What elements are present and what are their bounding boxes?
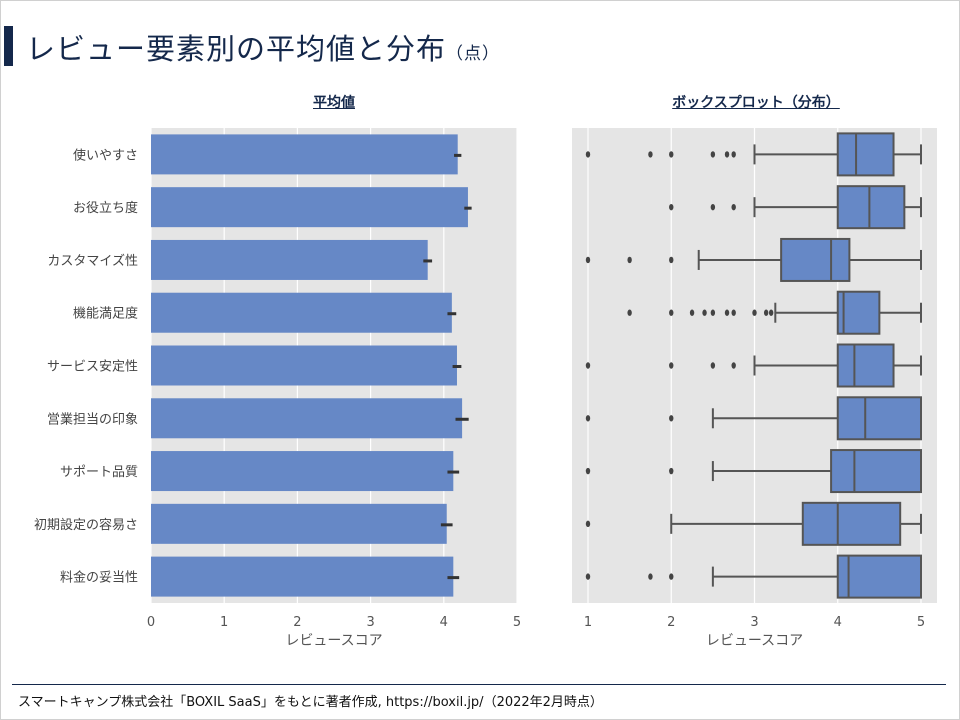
outlier-point [710, 309, 716, 316]
box-row-4 [627, 290, 922, 335]
outlier-point [669, 203, 674, 211]
bar [151, 451, 454, 492]
title-unit: （点） [446, 44, 501, 64]
outlier-point [669, 573, 674, 580]
bar-x-tick-label: 4 [440, 615, 448, 630]
outlier-point [724, 151, 730, 158]
title-text: レビュー要素別の平均値と分布 [26, 32, 447, 66]
box-row-9 [585, 554, 922, 599]
category-label: 営業担当の印象 [47, 411, 138, 427]
bar-chart-title: 平均値 [313, 95, 355, 111]
box [836, 185, 906, 230]
title-marker [4, 26, 13, 66]
category-label: サポート品質 [60, 465, 138, 480]
box-x-axis-label: レビュースコア [706, 633, 803, 649]
page-title: レビュー要素別の平均値と分布（点） [26, 26, 500, 68]
outlier-point [763, 309, 769, 316]
outlier-point [702, 309, 707, 316]
outlier-point [669, 415, 674, 422]
box-x-tick-label: 5 [917, 615, 925, 630]
box-chart-title: ボックスプロット（分布） [672, 95, 840, 111]
footer-divider [12, 684, 946, 685]
outlier-point [669, 151, 674, 158]
box-row-2 [669, 185, 922, 230]
outlier-point [669, 362, 674, 369]
box [780, 237, 851, 282]
outlier-point [768, 309, 774, 316]
box [836, 343, 895, 388]
outlier-point [731, 151, 736, 158]
outlier-point [724, 309, 730, 316]
bar-x-tick-label: 0 [147, 615, 155, 630]
bar [151, 239, 428, 280]
outlier-point [585, 362, 591, 369]
outlier-point [669, 467, 674, 475]
bar-x-tick-label: 3 [366, 615, 374, 630]
outlier-point [585, 573, 591, 580]
box-row-3 [585, 237, 922, 282]
box [801, 501, 902, 546]
outlier-point [731, 362, 736, 369]
bar [151, 187, 468, 228]
category-label: 料金の妥当性 [60, 570, 138, 586]
category-label: 使いやすさ [73, 147, 138, 163]
outlier-point [669, 256, 674, 264]
bar-x-tick-label: 5 [513, 615, 521, 630]
outlier-point [648, 151, 653, 158]
box-row-7 [585, 449, 923, 494]
box-row-1 [585, 132, 922, 177]
box-row-5 [585, 343, 922, 388]
outlier-point [710, 203, 716, 211]
box [830, 449, 923, 494]
bar [151, 556, 454, 597]
box [836, 554, 922, 599]
box-row-8 [585, 501, 922, 546]
outlier-point [585, 151, 591, 158]
box [836, 290, 881, 335]
bar [151, 398, 463, 439]
outlier-point [648, 573, 653, 580]
box [836, 132, 895, 177]
category-label: 機能満足度 [73, 306, 138, 322]
outlier-point [585, 467, 591, 475]
bar [151, 345, 457, 386]
box-x-tick-label: 1 [584, 615, 592, 630]
category-label: 初期設定の容易さ [34, 517, 138, 533]
outlier-point [731, 203, 736, 211]
box-x-tick-label: 2 [667, 615, 675, 630]
outlier-point [585, 256, 591, 264]
outlier-point [627, 256, 632, 264]
bar-x-tick-label: 1 [220, 615, 228, 630]
outlier-point [710, 362, 716, 369]
box-x-tick-label: 4 [834, 615, 842, 630]
box-row-6 [585, 396, 922, 441]
bar-x-axis-label: レビュースコア [285, 633, 382, 649]
category-label: サービス安定性 [47, 360, 138, 375]
category-label: カスタマイズ性 [47, 253, 138, 269]
source-note: スマートキャンプ株式会社「BOXIL SaaS」をもとに著者作成, https:… [18, 695, 603, 710]
box-x-tick-label: 3 [750, 615, 758, 630]
bar [151, 134, 458, 175]
category-label: お役立ち度 [73, 200, 138, 216]
bar-x-tick-label: 2 [293, 615, 301, 630]
box [836, 396, 922, 441]
outlier-point [585, 415, 591, 422]
outlier-point [731, 309, 736, 316]
bar [151, 503, 447, 544]
outlier-point [627, 309, 632, 316]
outlier-point [669, 309, 674, 316]
bar [151, 292, 452, 333]
outlier-point [585, 520, 591, 528]
outlier-point [689, 309, 695, 316]
outlier-point [710, 151, 716, 158]
outlier-point [752, 309, 757, 316]
